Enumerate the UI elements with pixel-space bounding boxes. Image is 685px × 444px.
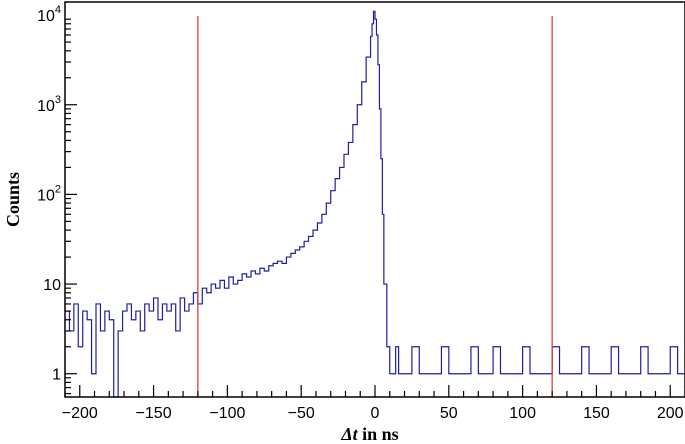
y-tick-label: 1 <box>52 367 61 384</box>
x-axis-title: Δt in ns <box>340 424 398 444</box>
y-axis-ticks: 1 10 102 103 104 <box>37 4 77 395</box>
histogram-series-line <box>65 10 685 398</box>
cut-lines <box>197 16 553 397</box>
x-tick-label: −100 <box>209 405 245 422</box>
x-tick-label: 0 <box>371 405 380 422</box>
plot-frame <box>64 1 685 398</box>
x-tick-label: 150 <box>583 405 610 422</box>
x-tick-label: 100 <box>509 405 536 422</box>
y-tick-label: 103 <box>37 94 61 115</box>
y-tick-label: 10 <box>43 277 61 294</box>
x-tick-label: 50 <box>440 405 458 422</box>
y-tick-label: 102 <box>37 183 61 204</box>
x-axis-ticks: −200 −150 −100 −50 0 50 100 150 200 <box>62 385 685 422</box>
x-tick-label: −50 <box>288 405 315 422</box>
plot-area <box>65 10 685 398</box>
y-axis-title: Counts <box>3 172 23 227</box>
y-tick-label: 104 <box>37 4 61 25</box>
x-axis-title-variable: Δt <box>340 424 358 444</box>
x-tick-label: 200 <box>657 405 684 422</box>
x-tick-label: −150 <box>136 405 172 422</box>
x-tick-label: −200 <box>62 405 98 422</box>
x-axis-title-unit: in ns <box>358 424 399 444</box>
